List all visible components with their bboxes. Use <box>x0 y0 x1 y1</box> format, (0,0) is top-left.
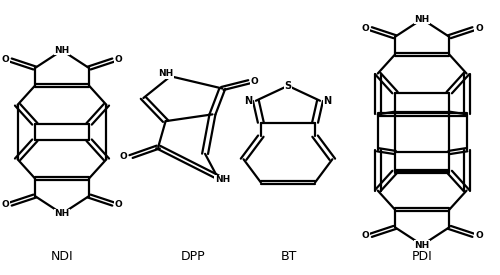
Text: NH: NH <box>54 46 70 55</box>
Text: NH: NH <box>414 15 430 24</box>
Text: O: O <box>2 200 9 209</box>
Text: NH: NH <box>414 241 430 249</box>
Text: O: O <box>250 77 258 86</box>
Text: O: O <box>362 24 370 33</box>
Text: O: O <box>115 200 122 209</box>
Text: PDI: PDI <box>412 250 432 263</box>
Text: NH: NH <box>54 209 70 218</box>
Text: N: N <box>324 96 332 106</box>
Text: NH: NH <box>158 69 173 78</box>
Text: BT: BT <box>281 250 297 263</box>
Text: NH: NH <box>214 175 230 184</box>
Text: S: S <box>284 81 292 91</box>
Text: O: O <box>362 231 370 240</box>
Text: O: O <box>115 56 122 64</box>
Text: O: O <box>2 56 9 64</box>
Text: DPP: DPP <box>180 250 205 263</box>
Text: O: O <box>120 152 128 161</box>
Text: NDI: NDI <box>50 250 74 263</box>
Text: N: N <box>244 96 252 106</box>
Text: O: O <box>475 231 483 240</box>
Text: O: O <box>475 24 483 33</box>
